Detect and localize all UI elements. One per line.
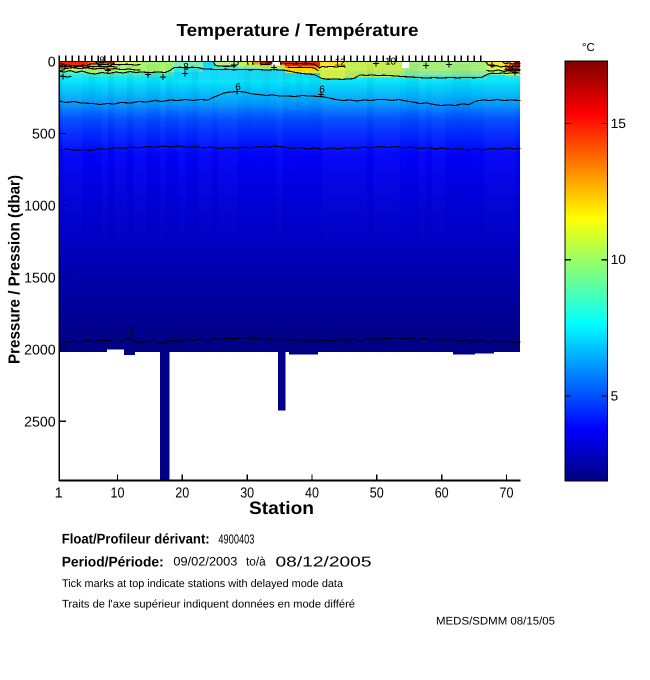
svg-text:MEDS/SDMM 08/15/05: MEDS/SDMM 08/15/05 xyxy=(436,616,555,628)
svg-text:6: 6 xyxy=(319,85,325,96)
svg-text:Float/Profileur dérivant:: Float/Profileur dérivant: xyxy=(62,531,210,547)
svg-text:70: 70 xyxy=(500,486,514,502)
svg-text:60: 60 xyxy=(435,486,449,502)
svg-text:08/12/2005: 08/12/2005 xyxy=(276,555,372,571)
svg-text:15: 15 xyxy=(611,116,626,131)
svg-text:09/02/2003: 09/02/2003 xyxy=(173,555,237,569)
svg-text:5: 5 xyxy=(611,388,619,403)
svg-text:0: 0 xyxy=(48,55,56,71)
svg-text:1000: 1000 xyxy=(24,198,56,214)
svg-text:20: 20 xyxy=(175,486,189,502)
svg-text:50: 50 xyxy=(370,486,384,502)
svg-text:500: 500 xyxy=(32,127,56,143)
svg-text:Temperature / Température: Temperature / Température xyxy=(177,20,419,40)
svg-text:2500: 2500 xyxy=(24,414,56,430)
svg-text:Station: Station xyxy=(249,498,314,518)
svg-text:1: 1 xyxy=(55,486,63,502)
svg-text:2000: 2000 xyxy=(24,342,56,358)
svg-text:30: 30 xyxy=(240,486,254,502)
svg-text:to/à: to/à xyxy=(246,555,266,569)
svg-text:8: 8 xyxy=(508,64,514,75)
svg-text:°C: °C xyxy=(582,42,595,54)
svg-text:10: 10 xyxy=(111,486,125,502)
svg-text:2: 2 xyxy=(128,327,134,338)
svg-text:6: 6 xyxy=(235,82,241,93)
svg-text:10: 10 xyxy=(611,252,626,267)
svg-text:1500: 1500 xyxy=(24,270,56,286)
svg-text:Period/Période:: Period/Période: xyxy=(62,554,164,570)
svg-text:40: 40 xyxy=(305,486,319,502)
svg-text:Tick marks at top indicate sta: Tick marks at top indicate stations with… xyxy=(62,578,344,590)
svg-text:Traits de l'axe supérieur indi: Traits de l'axe supérieur indiquent donn… xyxy=(62,599,355,611)
svg-text:Pressure / Pression (dbar): Pressure / Pression (dbar) xyxy=(6,175,23,364)
svg-text:12: 12 xyxy=(334,58,346,69)
svg-text:4900403: 4900403 xyxy=(218,532,254,547)
svg-text:8: 8 xyxy=(183,62,189,73)
